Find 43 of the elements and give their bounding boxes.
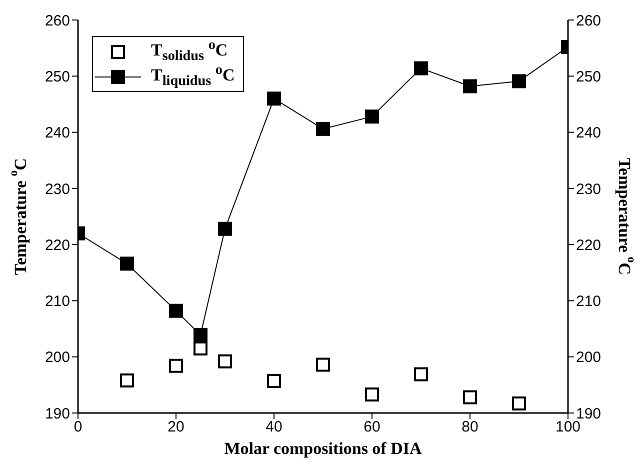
y-tick-label: 240 bbox=[44, 124, 70, 142]
y2-tick-label: 220 bbox=[576, 236, 602, 254]
point bbox=[194, 341, 208, 356]
y-tick-label: 220 bbox=[44, 236, 70, 254]
point bbox=[463, 79, 477, 94]
y-tick-label: 260 bbox=[44, 12, 70, 30]
point bbox=[169, 358, 183, 373]
legend-label: T$_{solidus}$ $^{o}$C bbox=[151, 37, 228, 65]
point bbox=[120, 256, 134, 271]
y2-tick-label: 250 bbox=[576, 68, 602, 86]
point bbox=[414, 61, 428, 76]
y2-tick-label: 210 bbox=[576, 293, 602, 310]
y-tick-label: 200 bbox=[44, 349, 70, 366]
y-tick-label: 210 bbox=[44, 293, 70, 310]
x-tick-label: 20 bbox=[168, 418, 184, 436]
point bbox=[120, 373, 134, 388]
x-tick-label: 40 bbox=[266, 418, 282, 436]
point bbox=[316, 358, 330, 372]
legend-label: T$_{liquidus}$ $^{o}$C bbox=[151, 62, 235, 90]
point bbox=[365, 387, 379, 402]
point bbox=[316, 122, 330, 136]
point bbox=[414, 367, 428, 382]
x-tick-label: 80 bbox=[462, 418, 478, 436]
y-tick-label: 190 bbox=[44, 405, 70, 422]
y2-tick-label: 200 bbox=[576, 349, 602, 366]
point bbox=[463, 390, 477, 404]
point bbox=[267, 92, 281, 106]
y2-tick-label: 230 bbox=[576, 180, 602, 198]
y2-tick-label: 260 bbox=[576, 12, 602, 30]
x-tick-label: 60 bbox=[364, 418, 380, 436]
y2-tick-label: 240 bbox=[576, 124, 602, 142]
point bbox=[218, 354, 232, 368]
point bbox=[267, 374, 281, 388]
point bbox=[218, 222, 232, 236]
point bbox=[512, 74, 526, 88]
y-tick-label: 230 bbox=[44, 180, 70, 198]
point bbox=[169, 304, 183, 318]
x-tick-label: 0 bbox=[74, 418, 82, 436]
x-axis-title: Molar compositions of DIA bbox=[224, 439, 422, 458]
point bbox=[512, 396, 526, 410]
y-tick-label: 250 bbox=[44, 68, 70, 86]
point bbox=[194, 328, 208, 342]
point bbox=[365, 110, 379, 124]
